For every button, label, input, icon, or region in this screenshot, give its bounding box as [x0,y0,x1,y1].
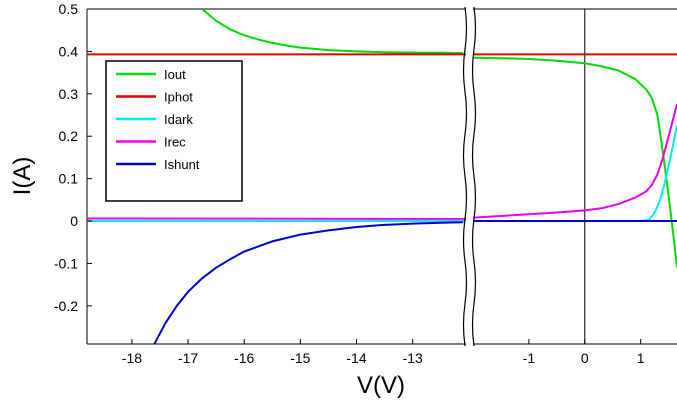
x-tick-label: 1 [637,350,645,366]
break-line-right [471,6,477,347]
y-tick-label: 0.5 [59,1,79,17]
legend-label-irec: Irec [164,135,186,150]
legend-label-idark: Idark [164,112,193,127]
series-line-iout-left [201,9,464,55]
x-tick-label: -17 [178,350,198,366]
series-line-iout-right [473,56,677,268]
x-tick-label: -13 [403,350,423,366]
legend-label-iphot: Iphot [164,90,193,105]
ticks-layer: 0.5 0.4 0.3 0.2 0.1 0 -0.1 -0.2 -18 -17 -16 -15 -14 -… [54,1,645,366]
plot-frame [86,8,677,345]
series-layer [87,9,677,344]
x-tick-label: -18 [122,350,142,366]
x-tick-label: -16 [234,350,254,366]
y-tick-label: 0.3 [59,86,79,102]
x-tick-label: -14 [346,350,366,366]
x-tick-label: -1 [523,350,536,366]
x-tick-label: 0 [581,350,589,366]
series-line-ishunt-left [153,221,464,344]
y-tick-label: 0.4 [59,43,79,59]
legend-box [105,60,243,202]
series-line-irec-right [473,104,677,219]
legend-label-iout: Iout [164,67,186,82]
y-tick-label: -0.1 [54,255,78,271]
y-tick-label: 0 [70,213,78,229]
y-tick-label: 0.2 [59,128,79,144]
y-tick-label: -0.2 [54,298,78,314]
break-gap [466,0,473,352]
axis-break [462,0,477,352]
x-tick-label: -15 [290,350,310,366]
legend-label-ishunt: Ishunt [164,157,200,172]
break-line-left [462,6,468,347]
y-axis-title: I(A) [9,157,36,196]
series-line-idark-right [473,125,677,223]
legend: Iout Iphot Idark Irec Ishunt [105,60,243,202]
x-axis-title: V(V) [357,372,405,399]
y-tick-label: 0.1 [59,171,79,187]
